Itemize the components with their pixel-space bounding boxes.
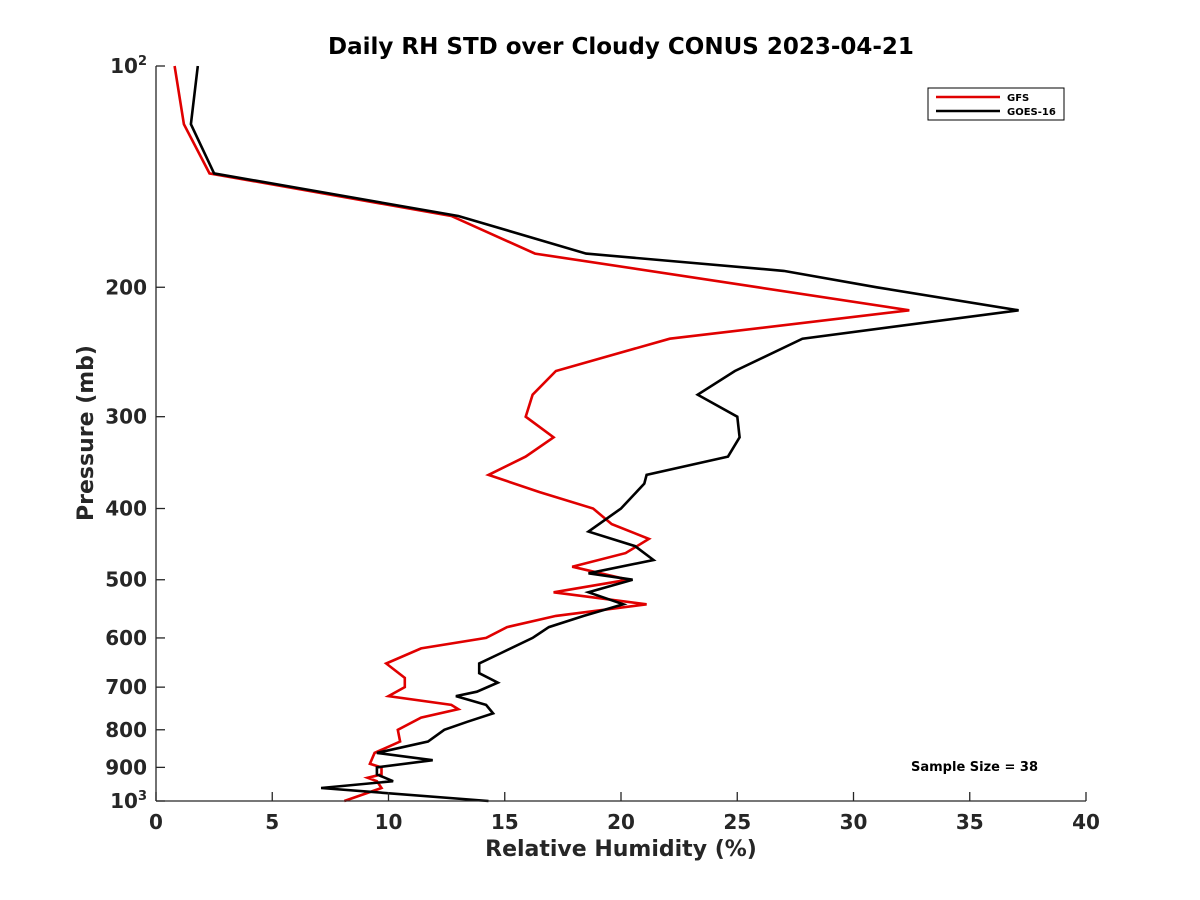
x-tick-label: 35 [956,810,984,834]
series-line-gfs [173,65,910,803]
y-tick-label: 103 [110,789,147,813]
x-tick-label: 10 [375,810,403,834]
y-tick-label: 500 [105,568,147,592]
x-tick-label: 0 [149,810,163,834]
series-layer [173,65,1019,803]
legend-label-goes16: GOES-16 [1007,107,1056,118]
chart-title: Daily RH STD over Cloudy CONUS 2023-04-2… [328,34,914,60]
x-tick-label: 15 [491,810,519,834]
legend: GFS GOES-16 [927,87,1065,121]
y-tick-label: 900 [105,755,147,779]
y-ticks: 102 200 300 400 500 600 700 800 900 103 [105,54,165,813]
y-tick-label: 600 [105,626,147,650]
legend-label-gfs: GFS [1007,93,1029,104]
y-tick-label: 700 [105,675,147,699]
x-tick-label: 30 [840,810,868,834]
y-tick-label: 200 [105,275,147,299]
plot-area [156,66,1086,801]
x-tick-label: 40 [1072,810,1100,834]
sample-size-annotation: Sample Size = 38 [911,760,1038,775]
y-axis-label: Pressure (mb) [74,345,99,521]
x-axis-label: Relative Humidity (%) [485,837,757,862]
y-tick-label: 300 [105,405,147,429]
legend-box [927,87,1065,121]
x-ticks: 0 5 10 15 20 25 30 35 40 [149,792,1100,834]
x-tick-label: 20 [607,810,635,834]
series-line-goes16 [189,65,1019,803]
y-tick-label: 102 [110,54,147,78]
x-tick-label: 5 [265,810,279,834]
y-tick-label: 400 [105,497,147,521]
x-tick-label: 25 [723,810,751,834]
y-tick-label: 800 [105,718,147,742]
